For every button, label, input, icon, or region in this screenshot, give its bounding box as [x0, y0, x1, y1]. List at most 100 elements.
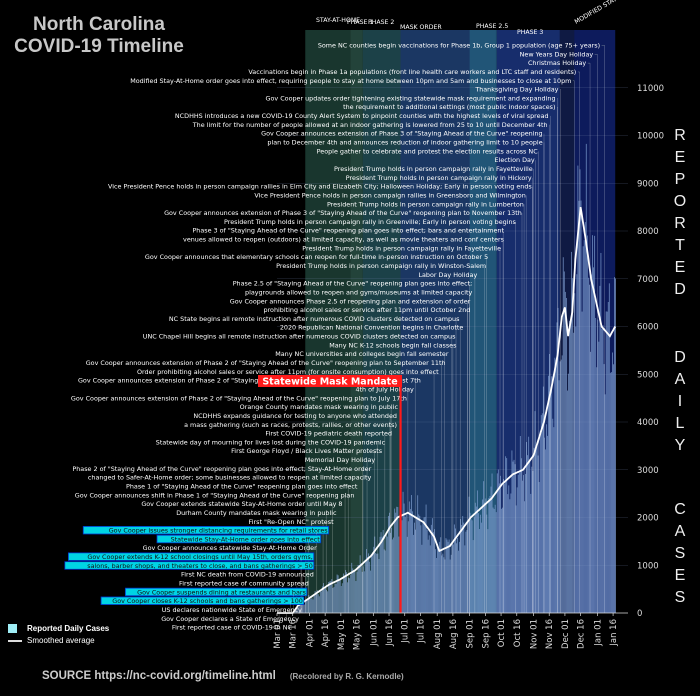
y-tick-label: 10000 — [637, 132, 664, 142]
x-tick-label: Aug 16 — [449, 619, 459, 649]
case-bar — [492, 507, 494, 613]
case-bar — [395, 512, 397, 613]
event-label: First reported case of COVID-19 in NC — [172, 624, 293, 632]
legend-bars: Reported Daily Cases — [8, 624, 110, 634]
case-bar — [294, 609, 296, 613]
event-label: Gov Cooper extends statewide Stay-At-Hom… — [141, 500, 342, 508]
case-bar — [333, 586, 335, 613]
case-bar — [389, 512, 390, 613]
case-bar — [515, 505, 517, 613]
case-bar — [425, 504, 427, 613]
case-bar — [433, 532, 434, 613]
event-label: Gov Cooper announces extension of Phase … — [71, 394, 407, 402]
case-bar — [614, 277, 615, 613]
ylabel-letter: Y — [674, 437, 686, 454]
event-label: The limit for the number of people allow… — [192, 121, 548, 129]
event-label: Statewide Stay-At-Home order goes into e… — [171, 535, 321, 543]
case-bar — [585, 143, 587, 613]
case-bar — [393, 537, 395, 613]
case-bar — [558, 380, 560, 613]
y-tick-label: 6000 — [637, 323, 659, 333]
case-bar — [521, 480, 523, 613]
case-bar — [490, 486, 492, 613]
case-bar — [303, 602, 304, 613]
case-bar — [371, 556, 373, 613]
case-bar — [362, 566, 364, 613]
phase-band — [305, 30, 351, 613]
case-bar — [348, 577, 349, 613]
case-bar — [580, 200, 582, 613]
case-bar — [457, 537, 458, 613]
case-bar — [465, 531, 467, 613]
phase-label: PHASE 2 — [368, 19, 394, 26]
legend-line: Smoothed average — [8, 636, 95, 645]
case-bar — [537, 455, 539, 613]
case-bar — [307, 598, 309, 613]
case-bar — [309, 597, 311, 613]
case-bar — [557, 307, 559, 613]
case-bar — [406, 536, 408, 613]
case-bar — [450, 554, 452, 613]
case-bar — [541, 413, 543, 613]
phase-label: MASK ORDER — [400, 24, 442, 31]
case-bar — [600, 252, 602, 613]
title-line-1: North Carolina — [33, 14, 165, 35]
event-label: the requirement to additional settings (… — [343, 103, 555, 111]
case-bar — [528, 436, 530, 613]
case-bar — [597, 319, 599, 613]
legend-bars-label: Reported Daily Cases — [27, 624, 110, 633]
case-bar — [411, 495, 412, 613]
case-bar — [570, 324, 571, 613]
case-bar — [334, 583, 336, 613]
case-bar — [384, 550, 386, 613]
case-bar — [523, 475, 524, 613]
case-bar — [567, 390, 568, 613]
x-tick-label: May 01 — [337, 619, 347, 650]
case-bar — [552, 418, 554, 613]
case-bar — [534, 411, 536, 613]
y-tick-label: 2000 — [637, 514, 659, 524]
case-bar — [404, 517, 406, 613]
case-bar — [517, 474, 519, 613]
case-bar — [359, 555, 361, 613]
phase-label: PHASE 3 — [517, 29, 543, 36]
case-bar — [413, 534, 414, 613]
case-bar — [358, 565, 360, 613]
case-bar — [325, 588, 326, 613]
event-label: UNC Chapel Hill begins all remote instru… — [143, 333, 456, 341]
event-label: Many NC K-12 schools begin fall classes — [329, 341, 457, 349]
case-bar — [482, 499, 484, 613]
event-highlight-box — [124, 587, 308, 597]
case-bar — [504, 483, 505, 613]
case-bar — [424, 516, 426, 613]
x-tick-label: Jul 01 — [401, 619, 411, 644]
case-bar — [581, 311, 583, 613]
case-bar — [533, 447, 535, 613]
case-bar — [546, 424, 547, 613]
case-bar — [417, 495, 419, 613]
case-bar — [542, 386, 544, 613]
event-label: a mass gathering (such as races, protest… — [184, 421, 397, 429]
ylabel-letter: E — [674, 149, 686, 166]
phase-label: PHASE 2.5 — [476, 23, 508, 30]
event-label: New Years Day Holiday — [520, 50, 594, 58]
case-bar — [436, 558, 437, 613]
case-bar — [353, 570, 355, 613]
ylabel-letter: S — [674, 589, 686, 606]
case-bar — [311, 597, 313, 613]
event-highlight-box — [156, 534, 322, 544]
case-bar — [385, 534, 387, 613]
case-bar — [513, 459, 515, 613]
ylabel-letter: S — [674, 545, 686, 562]
case-bar — [340, 586, 342, 613]
case-bar — [314, 591, 316, 613]
case-bar — [555, 359, 557, 613]
case-bar — [439, 541, 441, 613]
ylabel-letter: D — [674, 349, 686, 366]
mask-mandate-box — [258, 375, 402, 387]
case-bar — [565, 297, 567, 613]
ylabel-letter: A — [674, 371, 686, 388]
case-bar — [434, 529, 435, 613]
case-bar — [360, 564, 362, 613]
